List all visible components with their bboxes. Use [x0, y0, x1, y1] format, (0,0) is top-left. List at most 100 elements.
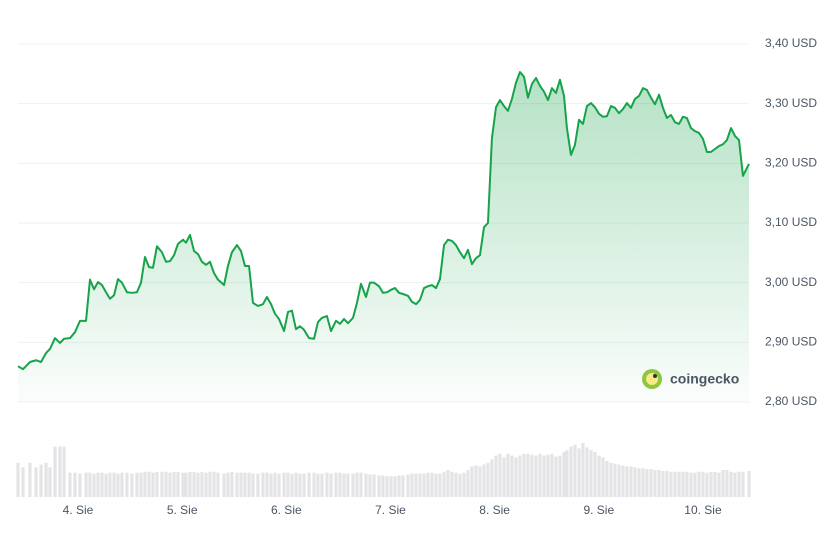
volume-bar [633, 467, 637, 497]
volume-bar [645, 469, 649, 497]
volume-bar [569, 446, 573, 497]
volume-bar [438, 473, 442, 497]
labels: 2,80 USD 2,90 USD 3,00 USD 3,10 USD 3,20 USD… [63, 36, 818, 517]
x-tick-label: 10. Sie [684, 503, 722, 517]
volume-bar [176, 471, 180, 497]
volume-bar [482, 464, 486, 497]
volume-bar [251, 473, 255, 497]
volume-bar [518, 455, 522, 497]
volume-bar [397, 475, 401, 497]
volume-bar [316, 473, 320, 497]
volume-bar [589, 450, 593, 497]
volume-bar [605, 461, 609, 497]
volume-bar [621, 465, 625, 497]
volume-bar [709, 471, 713, 497]
volume-bar [737, 471, 741, 497]
volume-bar [522, 453, 526, 497]
volume-bar [139, 472, 143, 497]
volume-bar [192, 471, 196, 497]
volume-bar [526, 453, 530, 497]
volume-bar [160, 471, 164, 497]
y-tick-label: 3,30 USD [765, 96, 817, 110]
volume-bar [312, 472, 316, 497]
y-tick-label: 3,00 USD [765, 275, 817, 289]
volume-bar [733, 472, 737, 497]
volume-bar [747, 470, 751, 497]
volume-bar [96, 472, 100, 497]
volume-bar [256, 473, 260, 497]
volume-bar [62, 446, 66, 497]
volume-bar [393, 476, 397, 497]
volume-bar [705, 472, 709, 497]
volume-bar [577, 448, 581, 497]
volume-bar [16, 462, 20, 497]
volume-bar [422, 473, 426, 497]
volume-bar [351, 473, 355, 497]
volume-bar [44, 462, 48, 497]
volume-bar [573, 444, 577, 497]
volume-bar [550, 453, 554, 497]
volume-bar [653, 470, 657, 497]
logo-eye [653, 374, 657, 378]
volume-bar [697, 471, 701, 497]
volume-bar [28, 462, 32, 497]
volume-bar [48, 467, 52, 497]
volume-bar [329, 473, 333, 497]
volume-bar [613, 463, 617, 497]
volume-bar [406, 474, 410, 497]
volume-bar [713, 471, 717, 497]
volume-bar [478, 466, 482, 497]
volume-bar [294, 472, 298, 497]
y-tick-label: 3,10 USD [765, 215, 817, 229]
watermark-text: coingecko [670, 371, 739, 387]
volume-bar [450, 471, 454, 497]
volume-bar [434, 473, 438, 497]
volume-bars [16, 443, 751, 497]
volume-bar [701, 471, 705, 497]
volume-bar [498, 453, 502, 497]
volume-bar [381, 475, 385, 497]
volume-bar [78, 473, 82, 497]
volume-bar [298, 473, 302, 497]
volume-bar [21, 467, 25, 497]
x-tick-label: 9. Sie [583, 503, 614, 517]
volume-bar [385, 476, 389, 497]
volume-bar [377, 475, 381, 497]
volume-bar [454, 472, 458, 497]
volume-bar [629, 466, 633, 497]
volume-bar [216, 472, 220, 497]
volume-bar [637, 468, 641, 497]
volume-bar [143, 471, 147, 497]
volume-bar [470, 466, 474, 497]
y-tick-label: 2,80 USD [765, 394, 817, 408]
volume-bar [282, 472, 286, 497]
volume-bar [135, 472, 139, 497]
volume-bar [609, 462, 613, 497]
volume-bar [466, 470, 470, 497]
volume-bar [418, 473, 422, 497]
volume-bar [277, 473, 281, 497]
volume-bar [372, 474, 376, 497]
volume-bar [657, 470, 661, 497]
volume-bar [486, 462, 490, 497]
volume-bar [426, 472, 430, 497]
volume-bar [617, 464, 621, 497]
volume-bar [446, 470, 450, 497]
volume-bar [410, 473, 414, 497]
y-tick-label: 3,20 USD [765, 156, 817, 170]
volume-bar [53, 446, 57, 497]
volume-bar [208, 471, 212, 497]
volume-bar [368, 474, 372, 497]
volume-bar [389, 476, 393, 497]
volume-bar [58, 446, 62, 497]
volume-bar [239, 472, 243, 497]
volume-bar [494, 455, 498, 497]
volume-bar [442, 471, 446, 497]
volume-bar [401, 475, 405, 497]
volume-bar [261, 472, 265, 497]
volume-bar [302, 473, 306, 497]
volume-bar [458, 473, 462, 497]
volume-bar [130, 473, 134, 497]
volume-bar [359, 472, 363, 497]
volume-bar [562, 452, 566, 497]
